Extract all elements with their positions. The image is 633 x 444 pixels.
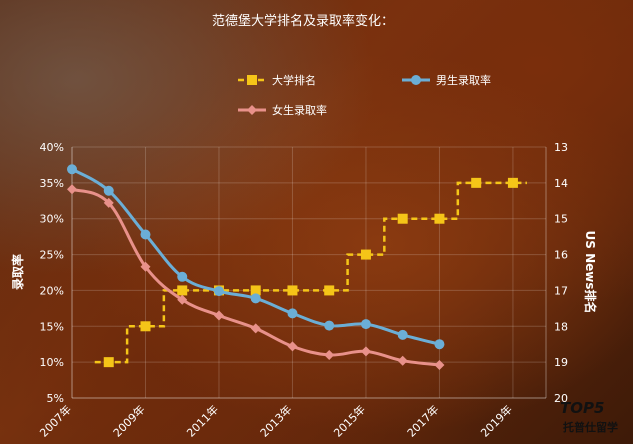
rank-point	[507, 177, 518, 188]
male-rate-point	[250, 293, 261, 304]
y-tick-label: 40%	[40, 141, 64, 154]
female-rate-point	[213, 310, 224, 321]
legend-item: 女生录取率	[238, 103, 327, 117]
chart-title: 范德堡大学排名及录取率变化：	[212, 13, 394, 29]
y2-axis-title: US News排名	[583, 231, 598, 314]
y2-tick-label: 16	[554, 249, 568, 262]
rank-point	[471, 177, 482, 188]
watermark-main: TOP5	[560, 399, 604, 417]
rank-point	[287, 285, 298, 296]
y-tick-label: 5%	[47, 392, 64, 405]
rank-point	[140, 321, 151, 332]
female-rate-point	[287, 341, 298, 352]
legend-label: 女生录取率	[272, 103, 327, 117]
x-tick-label: 2007年	[37, 402, 74, 439]
y-tick-label: 30%	[40, 213, 64, 226]
x-tick-label: 2013年	[257, 402, 294, 439]
male-rate-point	[397, 329, 408, 340]
y-tick-label: 35%	[40, 177, 64, 190]
y-tick-label: 25%	[40, 249, 64, 262]
female-rate-point	[397, 355, 408, 366]
male-rate-point	[67, 164, 77, 175]
female-rate-point	[247, 105, 257, 115]
male-rate-point	[287, 308, 298, 319]
y-tick-label: 15%	[40, 320, 64, 333]
watermark-logo: TOP5 托普仕留学	[560, 399, 618, 434]
female-rate-point	[360, 346, 371, 357]
rank-point	[397, 213, 408, 224]
y-axis-title: 录取率	[10, 254, 25, 290]
y2-tick-label: 20	[554, 392, 568, 405]
rank-point	[360, 249, 371, 260]
male-rate-point	[103, 185, 114, 196]
y2-tick-label: 18	[554, 320, 568, 333]
x-tick-label: 2017年	[404, 402, 441, 439]
y2-tick-label: 14	[554, 177, 568, 190]
series-layer	[67, 164, 527, 371]
y2-tick-label: 19	[554, 356, 568, 369]
series-0	[94, 177, 527, 368]
series-1	[67, 164, 445, 350]
female-rate-point	[103, 197, 114, 208]
y2-tick-label: 15	[554, 213, 568, 226]
y2-tick-label: 13	[554, 141, 568, 154]
male-rate-point	[213, 286, 224, 297]
female-rate-point	[67, 184, 77, 195]
x-tick-label: 2009年	[110, 402, 147, 439]
male-rate-point	[411, 75, 421, 85]
legend-label: 男生录取率	[436, 73, 491, 87]
male-rate-point	[434, 339, 445, 350]
rank-line	[94, 181, 527, 364]
series-2	[67, 184, 445, 371]
female-rate-point	[177, 294, 188, 305]
rank-point	[250, 285, 261, 296]
rank-point	[177, 285, 188, 296]
rank-point	[434, 213, 445, 224]
rank-point	[247, 75, 257, 85]
female-rate-point	[434, 360, 445, 371]
female-rate-point	[250, 323, 261, 334]
male-rate-line	[71, 167, 440, 346]
x-tick-label: 2019年	[478, 402, 515, 439]
male-rate-point	[324, 320, 335, 331]
x-tick-label: 2011年	[184, 402, 221, 439]
female-rate-point	[140, 261, 151, 272]
legend-item: 男生录取率	[402, 73, 491, 87]
y-tick-label: 10%	[40, 356, 64, 369]
rank-point	[103, 357, 114, 368]
x-tick-label: 2015年	[331, 402, 368, 439]
male-rate-point	[140, 229, 151, 240]
male-rate-point	[360, 319, 371, 330]
watermark-sub: 托普仕留学	[563, 420, 618, 434]
y2-tick-label: 17	[554, 284, 568, 297]
legend-label: 大学排名	[272, 73, 316, 87]
male-rate-point	[177, 271, 188, 282]
rank-point	[324, 285, 335, 296]
y-tick-label: 20%	[40, 284, 64, 297]
legend-item: 大学排名	[238, 73, 316, 87]
female-rate-point	[324, 349, 335, 360]
